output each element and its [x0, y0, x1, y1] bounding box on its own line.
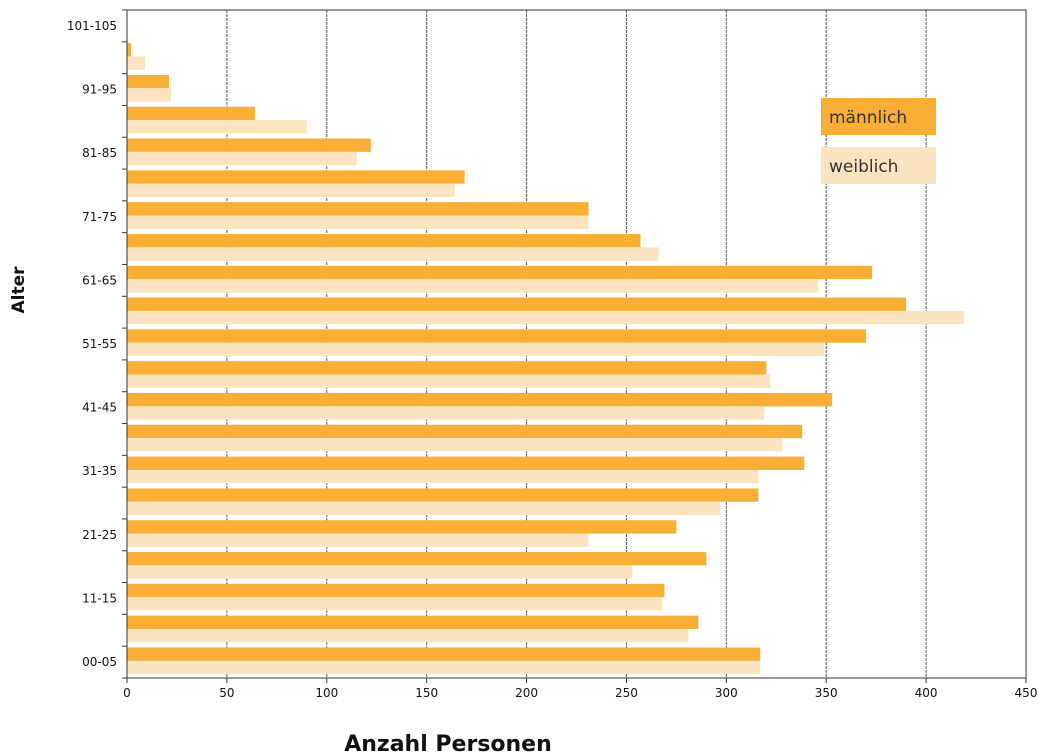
- y-tick-label-81-85: 81-85: [82, 146, 117, 160]
- x-tick-label-400: 400: [915, 686, 938, 700]
- bar-male-71-75: [127, 202, 589, 216]
- x-tick-labels: 0 50 100 150 200 250 300 350 400 450: [123, 686, 1037, 700]
- x-tick-label-0: 0: [123, 686, 131, 700]
- bar-male-91-95: [127, 74, 169, 89]
- bar-male-76-80: [127, 170, 465, 184]
- bar-male-61-65: [127, 265, 873, 280]
- bar-male-31-35: [127, 456, 805, 470]
- y-tick-labels: 00-05 11-15 21-25 31-35 41-45 51-55 61-65 71-75…: [67, 19, 117, 669]
- x-axis-title: Anzahl Personen: [344, 732, 552, 756]
- bar-male-06-10: [127, 615, 699, 630]
- x-tick-label-50: 50: [219, 686, 234, 700]
- bar-female-51-55: [127, 342, 825, 357]
- bar-female-76-80: [127, 183, 455, 198]
- bar-female-66-70: [127, 247, 659, 261]
- y-tick-label-41-45: 41-45: [82, 401, 117, 415]
- x-tick-label-150: 150: [415, 686, 438, 700]
- y-tick-label-00-05: 00-05: [82, 655, 117, 669]
- y-tick-label-101-105: 101-105: [67, 19, 117, 33]
- bar-male-21-25: [127, 520, 677, 534]
- x-tick-label-250: 250: [615, 686, 638, 700]
- axes: [122, 9, 1027, 683]
- bar-female-81-85: [127, 151, 357, 166]
- legend: männlich weiblich: [821, 98, 936, 184]
- bar-female-56-60: [127, 310, 965, 325]
- x-tick-label-350: 350: [815, 686, 838, 700]
- bar-male-46-50: [127, 361, 767, 375]
- bar-male-81-85: [127, 138, 371, 152]
- bar-female-16-20: [127, 565, 633, 579]
- bar-female-11-15: [127, 597, 663, 611]
- bar-male-86-90: [127, 106, 255, 121]
- y-tick-label-91-95: 91-95: [82, 83, 117, 97]
- bar-male-36-40: [127, 424, 803, 439]
- bar-male-00-05: [127, 647, 761, 661]
- y-tick-label-61-65: 61-65: [82, 273, 117, 287]
- bar-male-11-15: [127, 583, 665, 598]
- x-tick-label-200: 200: [515, 686, 538, 700]
- bar-male-66-70: [127, 233, 641, 248]
- bar-female-00-05: [127, 660, 761, 675]
- y-axis-title: Alter: [9, 266, 29, 314]
- y-tick-label-31-35: 31-35: [82, 464, 117, 478]
- x-tick-label-100: 100: [315, 686, 338, 700]
- bar-male-26-30: [127, 488, 759, 502]
- bar-female-46-50: [127, 374, 771, 388]
- legend-swatch-male: [821, 98, 936, 135]
- bar-female-91-95: [127, 88, 171, 102]
- x-tick-label-300: 300: [715, 686, 738, 700]
- y-tick-label-51-55: 51-55: [82, 337, 117, 351]
- legend-label-male: männlich: [829, 108, 907, 128]
- bar-male-96-100: [127, 43, 131, 57]
- bar-female-86-90: [127, 120, 307, 134]
- y-tick-label-21-25: 21-25: [82, 528, 117, 542]
- bar-male-51-55: [127, 329, 867, 343]
- bar-female-26-30: [127, 501, 721, 516]
- bar-female-61-65: [127, 279, 819, 293]
- legend-label-female: weiblich: [829, 157, 898, 177]
- plot-frame: [126, 9, 1027, 679]
- x-tick-label-450: 450: [1015, 686, 1038, 700]
- bar-female-06-10: [127, 629, 689, 643]
- y-tick-label-71-75: 71-75: [82, 210, 117, 224]
- bar-female-21-25: [127, 533, 589, 547]
- bar-male-56-60: [127, 297, 907, 311]
- bar-male-41-45: [127, 392, 833, 407]
- bars: [127, 43, 965, 675]
- legend-swatch-female: [821, 147, 936, 184]
- bar-female-41-45: [127, 406, 765, 420]
- bar-female-71-75: [127, 215, 589, 229]
- bar-male-16-20: [127, 552, 707, 566]
- bar-female-36-40: [127, 438, 783, 452]
- bar-female-96-100: [127, 56, 145, 70]
- bar-female-31-35: [127, 469, 759, 484]
- y-tick-label-11-15: 11-15: [82, 591, 117, 605]
